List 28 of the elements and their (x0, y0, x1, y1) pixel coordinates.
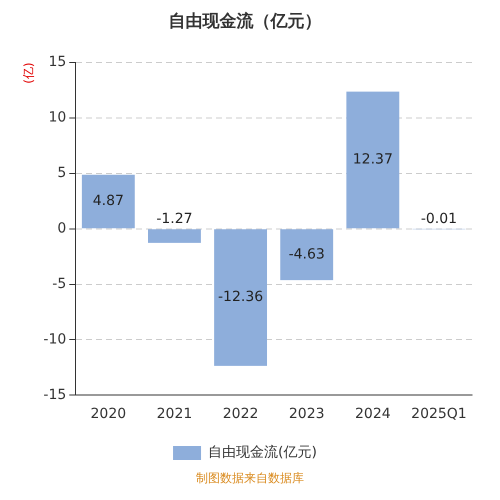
x-tick-label: 2020 (90, 406, 126, 422)
y-tick-label: 5 (57, 164, 66, 181)
bar (280, 229, 334, 280)
x-tick-label: 2022 (222, 406, 258, 422)
data-label: 12.37 (352, 152, 393, 168)
data-label: -1.27 (156, 210, 193, 227)
bar (148, 229, 201, 243)
y-tick-label: -10 (43, 331, 66, 348)
y-tick-label: 0 (57, 220, 66, 236)
y-axis-title: (亿) (21, 62, 36, 84)
y-tick-label: -5 (52, 276, 66, 292)
data-label: -12.36 (218, 289, 264, 306)
legend-label: 自由现金流(亿元) (208, 444, 317, 461)
data-label: -4.63 (288, 246, 325, 262)
y-tick-label: 15 (48, 54, 66, 70)
bar (82, 174, 135, 228)
y-tick-label: 10 (48, 110, 66, 126)
y-tick-label: -15 (43, 386, 66, 403)
x-tick-label: 2021 (156, 406, 192, 422)
text: 制图数据来自数据库 (195, 470, 305, 487)
chart-title: 自由现金流（亿元） (168, 12, 322, 32)
x-tick-label: 2024 (354, 406, 391, 422)
bar (214, 229, 268, 366)
x-tick-label: 2025Q1 (411, 406, 467, 422)
data-label: 4.87 (92, 193, 124, 210)
data-label: -0.01 (420, 210, 458, 227)
x-tick-label: 2023 (288, 406, 325, 422)
bar (346, 92, 400, 228)
